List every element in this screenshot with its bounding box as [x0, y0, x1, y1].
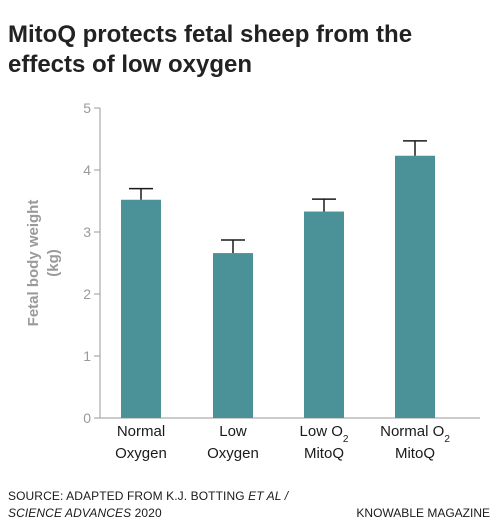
bar: [304, 211, 344, 418]
chart-title-line-2: effects of low oxygen: [8, 51, 253, 78]
bars-group: [121, 155, 435, 419]
y-tick-label: 1: [83, 348, 91, 364]
x-tick-label: MitoQ: [395, 445, 435, 462]
y-axis-title-line: Fetal body weight: [25, 200, 42, 327]
source-line-2: SCIENCE ADVANCES 2020: [8, 505, 288, 522]
x-tick-label: Oxygen: [115, 445, 167, 462]
y-tick-label: 0: [83, 410, 91, 426]
chart-title-line-1: MitoQ protects fetal sheep from the: [8, 21, 413, 48]
bar: [395, 155, 435, 419]
source-prefix: SOURCE: ADAPTED FROM K.J. BOTTING: [8, 489, 249, 503]
bar: [213, 253, 253, 418]
x-tick-label: Normal O2: [380, 423, 450, 445]
x-tick-label: Oxygen: [207, 445, 259, 462]
publisher-brand: KNOWABLE MAGAZINE: [356, 506, 490, 520]
source-line-1: SOURCE: ADAPTED FROM K.J. BOTTING ET AL …: [8, 488, 288, 505]
x-tick-label: Low O2: [300, 423, 349, 445]
x-tick-subscript: 2: [343, 434, 349, 445]
y-tick-label: 5: [83, 100, 91, 116]
source-journal: SCIENCE ADVANCES: [8, 506, 132, 520]
x-tick-label: MitoQ: [304, 445, 344, 462]
x-tick-subscript: 2: [444, 434, 450, 445]
bar-chart: Fetal body weight (kg) 0 1 2 3 4 5 Normal Oxyge…: [25, 100, 480, 462]
source-credit: SOURCE: ADAPTED FROM K.J. BOTTING ET AL …: [8, 488, 288, 522]
error-bars-group: [129, 140, 427, 254]
y-axis-label: Fetal body weight (kg): [25, 200, 62, 327]
y-tick-label: 4: [83, 162, 91, 178]
x-tick-label: Normal: [117, 423, 165, 440]
x-tick-label: Low: [219, 423, 247, 440]
source-year: 2020: [131, 506, 162, 520]
chart-title: MitoQ protects fetal sheep from the effe…: [8, 20, 488, 80]
y-axis-title: Fetal body weight (kg): [25, 200, 62, 327]
y-axis-title-line: (kg): [45, 249, 62, 277]
y-tick-label: 2: [83, 286, 91, 302]
bar: [121, 199, 161, 418]
y-tick-label: 3: [83, 224, 91, 240]
source-italic-et-al: ET AL /: [248, 489, 289, 503]
